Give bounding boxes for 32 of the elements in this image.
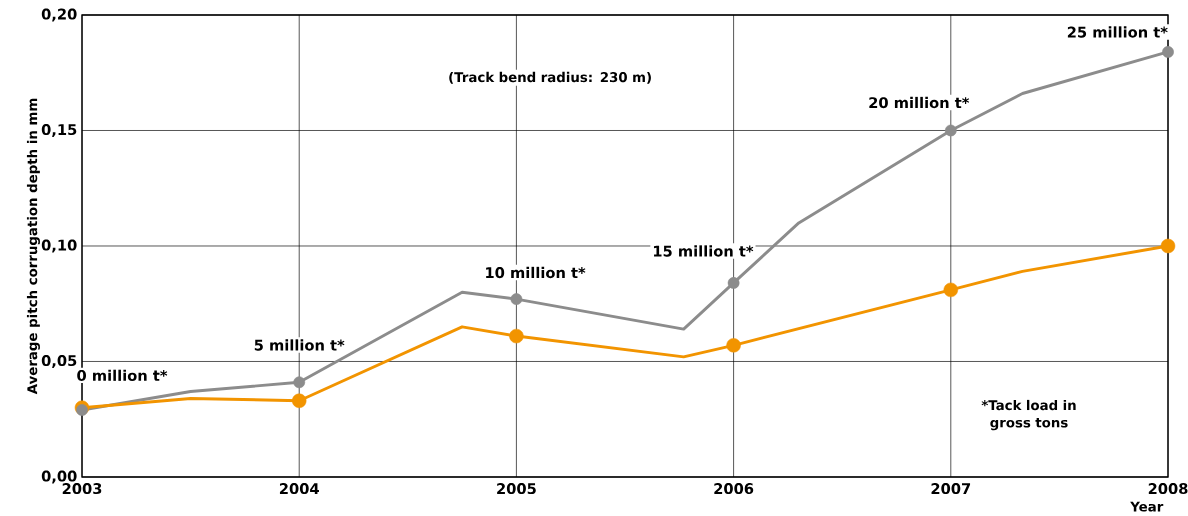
point [293, 376, 306, 389]
point [76, 404, 88, 416]
annotation: 5 million t* [254, 339, 345, 351]
point [509, 328, 524, 344]
y-axis-title: Average pitch corrugation depth in mm [26, 98, 40, 395]
y-tick-label: 0,00 [41, 470, 77, 484]
point [1160, 238, 1176, 254]
y-tick-label: 0,20 [41, 8, 77, 22]
point [726, 338, 741, 353]
point [943, 282, 959, 298]
x-axis-title: Year [1130, 501, 1164, 512]
annotation: 15 million t* [653, 245, 754, 257]
annotation: 0 million t* [77, 369, 168, 382]
x-tick-label: 2008 [1148, 483, 1188, 495]
annotation: 10 million t* [486, 266, 586, 279]
annotation: (Track bend radius: 230 m) [449, 71, 651, 84]
x-tick-label: 2004 [279, 483, 319, 495]
point [944, 124, 957, 137]
point [292, 393, 307, 408]
y-tick-label: 0,10 [41, 239, 77, 253]
point [1162, 46, 1174, 58]
x-tick-label: 2005 [497, 483, 536, 495]
y-tick-label: 0,05 [41, 355, 77, 368]
annotation: *Tack load in gross tons [981, 399, 1076, 431]
point [510, 293, 523, 305]
y-tick-label: 0,15 [41, 124, 77, 137]
annotation: 25 million t* [1067, 26, 1168, 38]
x-tick-label: 2003 [62, 483, 102, 495]
x-tick-label: 2006 [714, 483, 754, 495]
x-tick-label: 2007 [931, 483, 971, 495]
annotation: 20 million t* [869, 96, 970, 109]
point [727, 277, 740, 289]
